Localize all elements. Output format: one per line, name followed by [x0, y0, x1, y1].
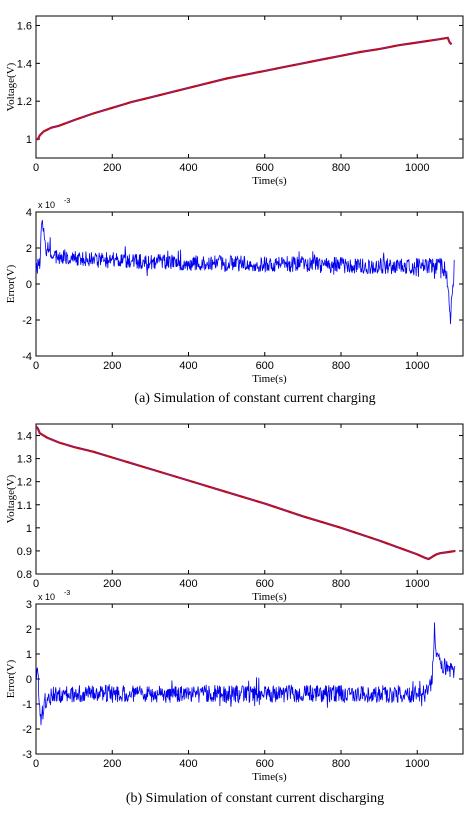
plot-frame [35, 603, 464, 755]
series-estimated-line [35, 425, 456, 560]
y-axis-label: Voltage(V) [5, 474, 17, 523]
y-axis-multiplier-exponent: -3 [64, 590, 70, 597]
x-tick-label: 800 [332, 162, 350, 174]
y-axis-multiplier: x 10 [38, 200, 55, 210]
chart-discharging-error: 0 200 400 600 800 1000 -3 -2 -1 0 1 2 3 Time(s) Error(… [5, 590, 464, 783]
y-tick-label: 1 [26, 649, 32, 661]
x-tick-label: 200 [103, 360, 121, 372]
x-tick-label: 400 [179, 360, 197, 372]
y-tick-label: -3 [22, 749, 32, 761]
x-axis-label: Time(s) [252, 591, 287, 603]
y-tick-label: 4 [26, 207, 32, 219]
x-tick-label: 1000 [405, 162, 429, 174]
x-tick-label: 1000 [405, 758, 429, 770]
x-axis-label: Time(s) [252, 771, 287, 783]
caption-a: (a) Simulation of constant current charg… [134, 391, 375, 406]
y-tick-label: -4 [22, 351, 32, 363]
y-tick-label: -1 [22, 699, 32, 711]
y-tick-label: 1 [26, 523, 32, 535]
x-tick-label: 800 [332, 578, 350, 590]
caption-b: (b) Simulation of constant current disch… [126, 791, 384, 806]
y-tick-label: 3 [26, 599, 32, 611]
y-tick-label: 1.4 [17, 431, 32, 443]
y-tick-label: 1 [26, 134, 32, 146]
x-tick-label: 400 [179, 162, 197, 174]
x-tick-label: 600 [256, 162, 274, 174]
y-axis-label: Error(V) [5, 659, 17, 698]
y-tick-label: 1.3 [17, 454, 32, 466]
y-tick-label: 1.2 [17, 477, 32, 489]
x-tick-label: 1000 [405, 360, 429, 372]
x-tick-label: 600 [256, 758, 274, 770]
x-tick-label: 1000 [405, 578, 429, 590]
y-tick-label: 1.6 [17, 20, 32, 32]
y-axis-label: Voltage(V) [5, 62, 17, 111]
y-tick-label: 0.8 [17, 569, 32, 581]
x-axis-label: Time(s) [252, 175, 287, 187]
x-tick-label: 400 [179, 758, 197, 770]
y-tick-label: 1.2 [17, 96, 32, 108]
x-tick-label: 800 [332, 758, 350, 770]
y-tick-label: -2 [22, 315, 32, 327]
chart-charging-error: 0 200 400 600 800 1000 -4 -2 0 2 4 Time(s) Error(V) x… [5, 198, 464, 385]
x-tick-label: 200 [103, 162, 121, 174]
x-axis-label: Time(s) [252, 373, 287, 385]
plot-frame [35, 15, 464, 159]
x-tick-label: 0 [33, 578, 39, 590]
y-axis-multiplier: x 10 [38, 592, 55, 602]
chart-discharging-voltage: 0 200 400 600 800 1000 0.8 0.9 1 1.1 1.2 1.3 1.4 Time… [5, 423, 464, 603]
x-tick-label: 600 [256, 360, 274, 372]
y-tick-label: 1.4 [17, 58, 32, 70]
y-axis-multiplier-exponent: -3 [64, 198, 70, 205]
series-estimated-line [36, 37, 452, 140]
y-tick-label: -2 [22, 724, 32, 736]
y-tick-label: 1.1 [17, 500, 32, 512]
chart-charging-voltage: 0 200 400 600 800 1000 1 1.2 1.4 1.6 Time(s) Voltag… [5, 15, 464, 187]
plot-frame [35, 211, 464, 357]
y-tick-label: 0 [26, 279, 32, 291]
y-axis-label: Error(V) [5, 264, 17, 303]
x-tick-label: 0 [33, 758, 39, 770]
series-error-line [35, 219, 455, 325]
y-tick-label: 2 [26, 243, 32, 255]
x-tick-label: 600 [256, 578, 274, 590]
series-error-line [35, 622, 456, 726]
x-tick-label: 0 [33, 162, 39, 174]
x-tick-label: 200 [103, 578, 121, 590]
y-tick-label: 0 [26, 674, 32, 686]
x-tick-label: 800 [332, 360, 350, 372]
x-tick-label: 0 [33, 360, 39, 372]
x-tick-label: 200 [103, 758, 121, 770]
y-tick-label: 0.9 [17, 546, 32, 558]
y-tick-label: 2 [26, 624, 32, 636]
x-tick-label: 400 [179, 578, 197, 590]
